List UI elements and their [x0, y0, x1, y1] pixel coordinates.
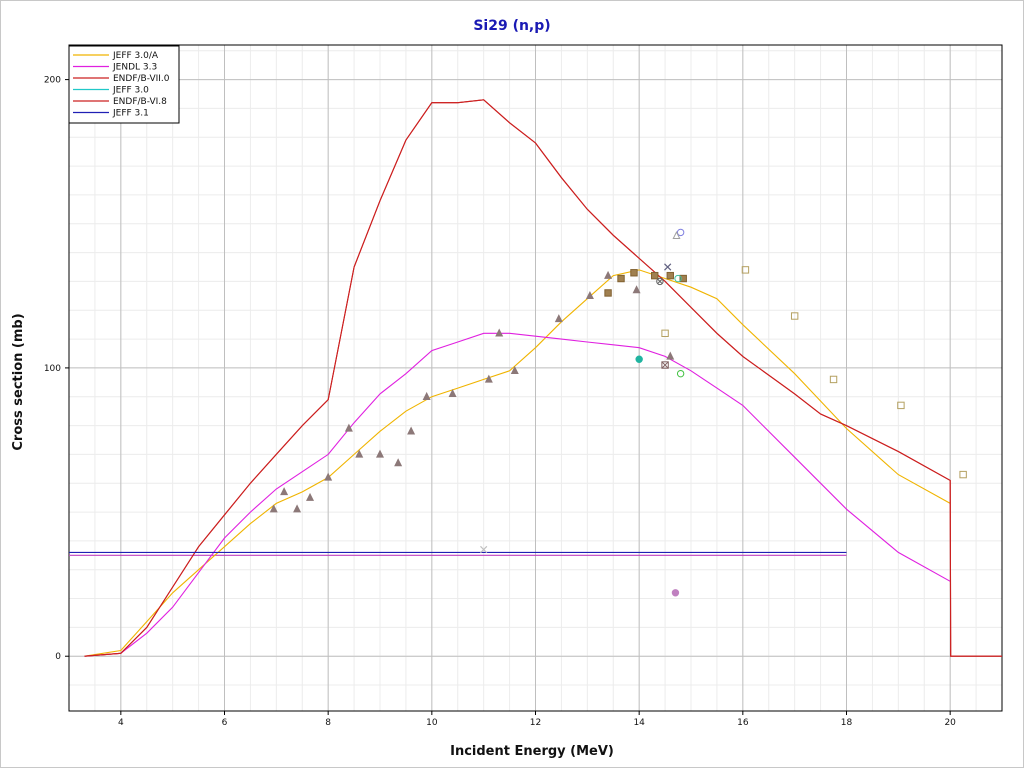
- chart-title: Si29 (n,p): [473, 18, 550, 34]
- data-point-x: [480, 545, 488, 554]
- x-tick-label: 4: [118, 718, 124, 728]
- data-point-square-open: [897, 401, 905, 410]
- x-tick-label: 16: [737, 718, 749, 728]
- data-point-triangle: [375, 449, 385, 458]
- data-point-x: [664, 263, 672, 271]
- data-point-triangle: [280, 487, 289, 496]
- legend-label: JEFF 3.1: [112, 109, 149, 119]
- legend-label: JENDL 3.3: [112, 63, 157, 73]
- data-point-triangle: [585, 291, 594, 300]
- data-point-square-filled: [604, 289, 612, 297]
- legend-label: ENDF/B-VI.8: [113, 97, 167, 107]
- legend-box: [68, 45, 180, 124]
- legend-label: JEFF 3.0: [112, 86, 149, 96]
- x-tick-label: 10: [426, 718, 438, 728]
- data-point-triangle: [422, 391, 431, 400]
- series-line-endf-b-vi-8: [84, 99, 1002, 657]
- data-point-square-open: [959, 470, 967, 479]
- x-tick-label: 20: [944, 718, 956, 728]
- y-tick-label: 100: [44, 364, 61, 374]
- data-point-circle-open: [676, 369, 685, 378]
- series-line-jendl-3-3: [84, 332, 951, 657]
- data-point-triangle: [666, 351, 675, 360]
- data-point-triangle: [269, 504, 278, 513]
- y-tick-label: 200: [44, 76, 61, 86]
- data-point-circle-x: [656, 277, 664, 286]
- data-point-square-open: [829, 375, 838, 384]
- data-point-square-filled: [617, 274, 625, 283]
- x-tick-label: 18: [841, 718, 853, 728]
- x-tick-label: 14: [633, 718, 645, 728]
- data-point-circle-filled: [671, 589, 680, 597]
- x-tick-label: 12: [530, 718, 541, 728]
- data-point-square-open: [790, 312, 799, 320]
- data-point-triangle: [484, 374, 493, 383]
- data-point-triangle: [448, 389, 457, 398]
- y-tick-label: 0: [55, 652, 61, 662]
- y-axis-label: Cross section (mb): [11, 313, 26, 450]
- data-point-triangle: [495, 328, 504, 337]
- data-point-triangle: [355, 449, 364, 458]
- data-point-triangle: [394, 458, 403, 467]
- legend-label: ENDF/B-VII.0: [113, 74, 170, 84]
- data-point-triangle: [604, 270, 613, 279]
- data-point-circle-open: [674, 274, 682, 283]
- data-point-triangle: [407, 426, 416, 435]
- x-axis-label: Incident Energy (MeV): [450, 744, 614, 759]
- data-point-square-filled: [630, 269, 638, 277]
- x-tick-label: 8: [325, 718, 331, 728]
- data-point-square-filled: [679, 274, 687, 283]
- series-line-endf-b-vii-0: [84, 99, 1002, 657]
- data-point-square-filled: [666, 271, 674, 280]
- data-point-triangle: [293, 504, 302, 513]
- x-tick-label: 6: [222, 718, 228, 728]
- data-point-square-open: [661, 329, 669, 338]
- series-line-jeff-3-0-a: [84, 269, 951, 657]
- legend-label: JEFF 3.0/A: [112, 51, 159, 61]
- data-point-circle-open: [676, 228, 685, 237]
- data-point-triangle: [510, 365, 519, 374]
- data-point-triangle: [344, 423, 353, 432]
- data-point-circle-filled: [635, 355, 643, 363]
- data-point-circle-x-cross: [657, 279, 663, 284]
- data-point-triangle: [632, 285, 641, 294]
- data-point-square-open: [741, 266, 750, 274]
- data-point-triangle: [554, 314, 563, 323]
- data-point-square-x-cross: [661, 361, 669, 369]
- data-point-square-x: [661, 361, 669, 369]
- data-point-triangle-open: [672, 230, 681, 239]
- data-point-triangle: [324, 472, 333, 481]
- series-group: [69, 99, 1002, 657]
- data-point-triangle: [306, 492, 315, 501]
- data-point-square-filled: [651, 271, 659, 280]
